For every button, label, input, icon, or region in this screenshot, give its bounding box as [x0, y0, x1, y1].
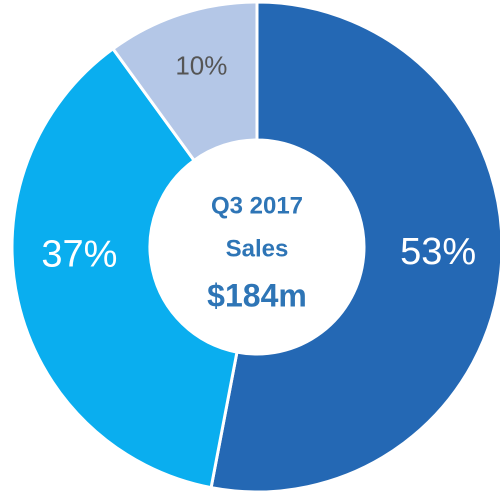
slice-label: 10% [175, 51, 227, 81]
slice-label: 37% [41, 234, 117, 276]
slice [10, 46, 239, 490]
slice [110, 0, 259, 163]
center-title: Q3 2017 [211, 192, 303, 219]
center-total: $184m [207, 277, 307, 313]
slice [209, 0, 500, 494]
center-subtitle: Sales [226, 235, 289, 262]
slice-label: 53% [400, 231, 476, 273]
slices [10, 0, 500, 494]
